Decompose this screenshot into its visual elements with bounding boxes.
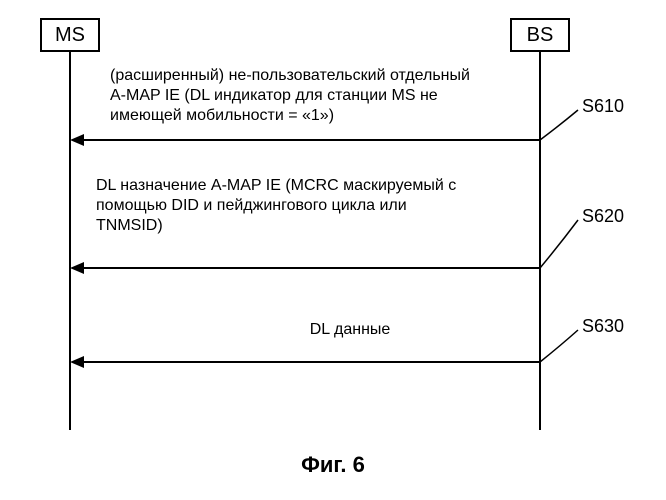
figure-caption: Фиг. 6	[0, 452, 666, 478]
sequence-diagram: MS BS (расширенный) не-пользовательский …	[0, 0, 666, 500]
step-label-s630: S630	[582, 316, 624, 337]
connector-s630	[0, 0, 666, 500]
